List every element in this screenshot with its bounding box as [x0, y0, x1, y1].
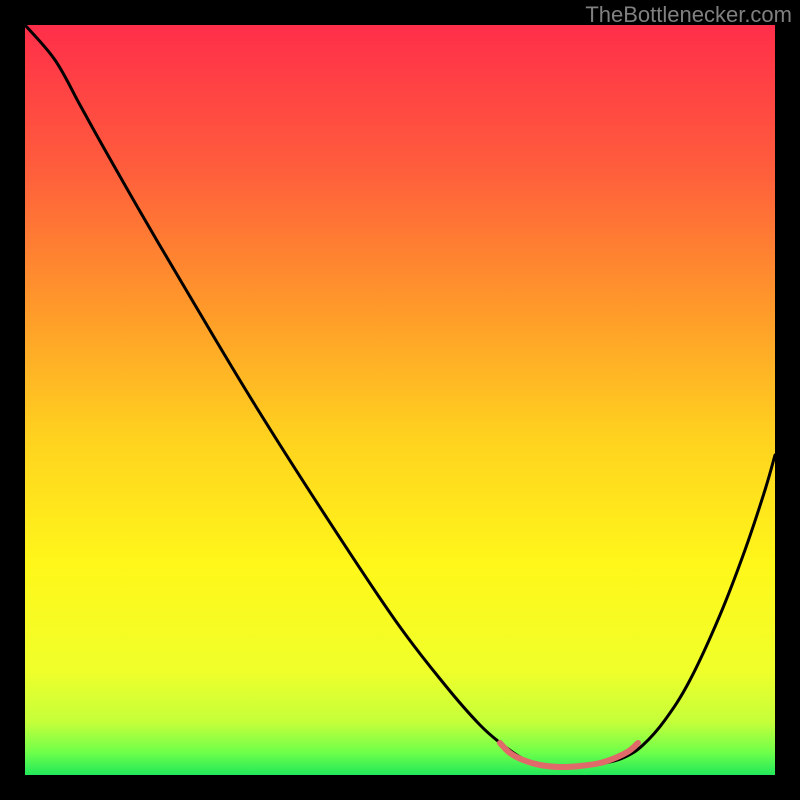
- plot-area: [25, 25, 775, 775]
- gradient-background: [25, 25, 775, 775]
- watermark-text: TheBottlenecker.com: [585, 2, 792, 28]
